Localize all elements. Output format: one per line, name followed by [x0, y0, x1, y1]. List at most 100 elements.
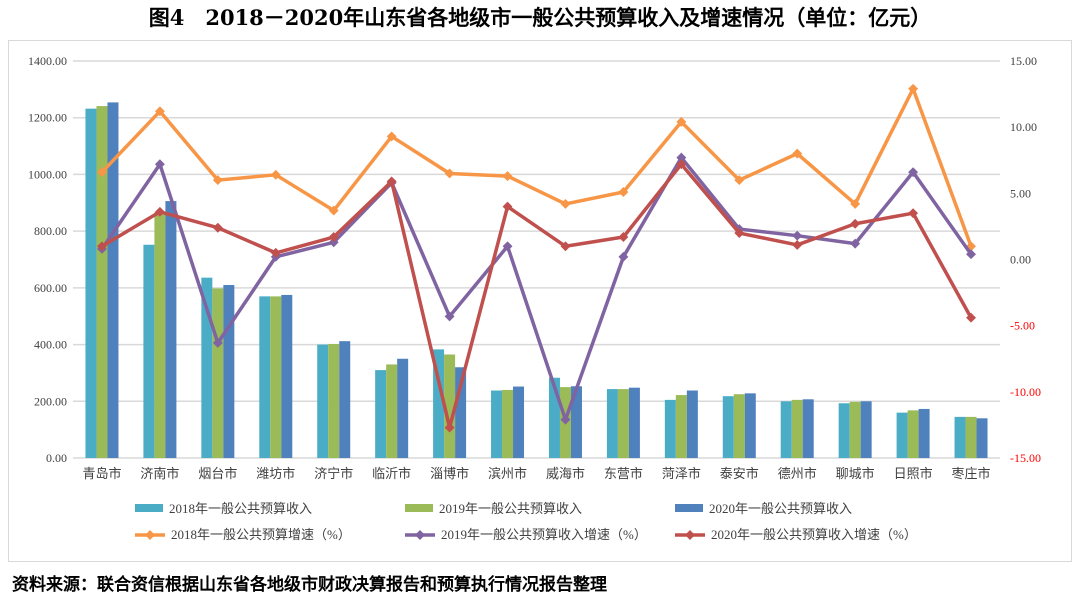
x-tick-label: 烟台市	[198, 466, 237, 481]
bar-2019-6	[444, 354, 456, 458]
bar-2020-12	[802, 399, 814, 458]
chart-frame	[8, 40, 1072, 562]
bar-2018-5	[375, 370, 387, 458]
legend-swatch-bar	[675, 504, 703, 512]
bar-2020-6	[455, 367, 467, 458]
chart-title: 图4 2018－2020年山东省各地级市一般公共预算收入及增速情况（单位：亿元）	[148, 5, 932, 30]
y-right-tick-label: 15.00	[1010, 54, 1037, 68]
bar-2018-4	[317, 344, 329, 458]
line-point-2020-0	[97, 241, 107, 252]
line-point-2018-9	[618, 187, 629, 197]
bar-2019-11	[733, 394, 745, 458]
bar-2019-2	[212, 288, 224, 458]
line-point-2018-2	[212, 175, 223, 186]
line-point-2018-11	[734, 175, 745, 186]
line-point-2018-12	[792, 148, 803, 159]
line-point-2020-8	[560, 241, 571, 252]
y-right-tick-label: -5.00	[1010, 319, 1035, 333]
y-left-tick-label: 1200.00	[28, 111, 67, 125]
bar-2019-9	[617, 389, 629, 458]
x-tick-label: 泰安市	[720, 466, 759, 481]
bar-2020-8	[570, 386, 582, 458]
line-point-2018-5	[386, 131, 397, 142]
line-point-2020-15	[966, 312, 976, 323]
y-left-tick-label: 1400.00	[28, 54, 67, 68]
line-point-2018-14	[908, 83, 919, 94]
line-point-2018-0	[97, 167, 107, 178]
legend-label: 2019年一般公共预算收入增速（%）	[441, 527, 647, 542]
legend-label: 2018年一般公共预算收入	[169, 501, 312, 516]
bar-2019-7	[502, 389, 514, 458]
bar-2018-8	[548, 377, 560, 458]
bar-2019-12	[791, 399, 803, 458]
bar-2018-14	[896, 412, 908, 458]
line-point-2020-1	[154, 206, 165, 217]
x-tick-label: 滨州市	[488, 466, 527, 481]
line-series-2020	[101, 162, 973, 430]
y-left-tick-label: 400.00	[34, 338, 67, 352]
line-point-2018-1	[154, 106, 165, 117]
bar-2019-4	[328, 344, 340, 458]
line-point-2020-2	[212, 222, 223, 233]
bar-2018-10	[664, 399, 676, 458]
y-right-tick-label: -10.00	[1010, 385, 1041, 399]
line-point-2019-9	[618, 251, 629, 262]
bar-2018-7	[491, 390, 503, 458]
line-point-2018-4	[328, 205, 339, 216]
line-point-2019-1	[154, 159, 165, 170]
bar-2018-13	[838, 403, 850, 458]
bar-2020-7	[513, 386, 525, 458]
bar-2018-15	[954, 416, 966, 458]
bar-2018-6	[433, 349, 445, 458]
line-point-2019-15	[966, 249, 976, 260]
legend-label: 2018年一般公共预算增速（%）	[171, 527, 351, 542]
y-right-tick-label: -15.00	[1010, 451, 1041, 465]
x-tick-label: 威海市	[546, 466, 585, 481]
bar-2020-1	[165, 201, 177, 458]
x-tick-label: 潍坊市	[256, 466, 295, 481]
y-left-tick-label: 1000.00	[28, 167, 67, 181]
legend-marker	[145, 530, 155, 540]
x-tick-label: 聊城市	[836, 466, 875, 481]
line-point-2019-8	[560, 414, 571, 425]
bar-2019-0	[96, 106, 108, 458]
x-tick-label: 日照市	[894, 466, 933, 481]
line-point-2018-13	[850, 198, 861, 209]
line-point-2020-7	[502, 201, 513, 212]
line-point-2019-13	[850, 238, 861, 249]
line-point-2020-12	[792, 239, 803, 250]
y-right-tick-label: 10.00	[1010, 120, 1037, 134]
line-series-2018	[100, 87, 973, 247]
line-point-2019-6	[444, 311, 455, 322]
bar-2019-15	[965, 416, 977, 458]
line-point-2018-10	[676, 116, 687, 127]
bar-2020-4	[339, 341, 351, 458]
x-tick-label: 临沂市	[372, 466, 411, 481]
line-point-2019-7	[502, 241, 513, 252]
bar-2018-0	[85, 108, 97, 458]
legend-label: 2020年一般公共预算收入	[709, 501, 852, 516]
line-point-2018-7	[502, 171, 513, 182]
bar-2020-15	[976, 418, 988, 458]
bar-2020-3	[281, 294, 293, 458]
bar-2018-3	[259, 296, 271, 458]
x-tick-label: 济宁市	[314, 466, 353, 481]
y-left-tick-label: 200.00	[34, 394, 67, 408]
legend-label: 2020年一般公共预算收入增速（%）	[711, 527, 917, 542]
bar-2019-5	[386, 364, 398, 458]
line-point-2019-4	[328, 237, 339, 248]
bar-2019-14	[907, 410, 919, 458]
bar-2020-5	[397, 358, 409, 458]
bar-2018-2	[201, 277, 213, 458]
bar-2020-2	[223, 285, 235, 458]
bar-2020-9	[628, 387, 640, 458]
x-tick-label: 菏泽市	[662, 466, 701, 481]
line-point-2020-13	[850, 218, 861, 229]
line-point-2020-9	[618, 232, 629, 242]
bar-2019-13	[849, 401, 861, 458]
bar-2020-0	[107, 102, 119, 458]
bar-2019-3	[270, 296, 282, 458]
y-left-tick-label: 800.00	[34, 224, 67, 238]
x-tick-label: 青岛市	[82, 466, 121, 481]
